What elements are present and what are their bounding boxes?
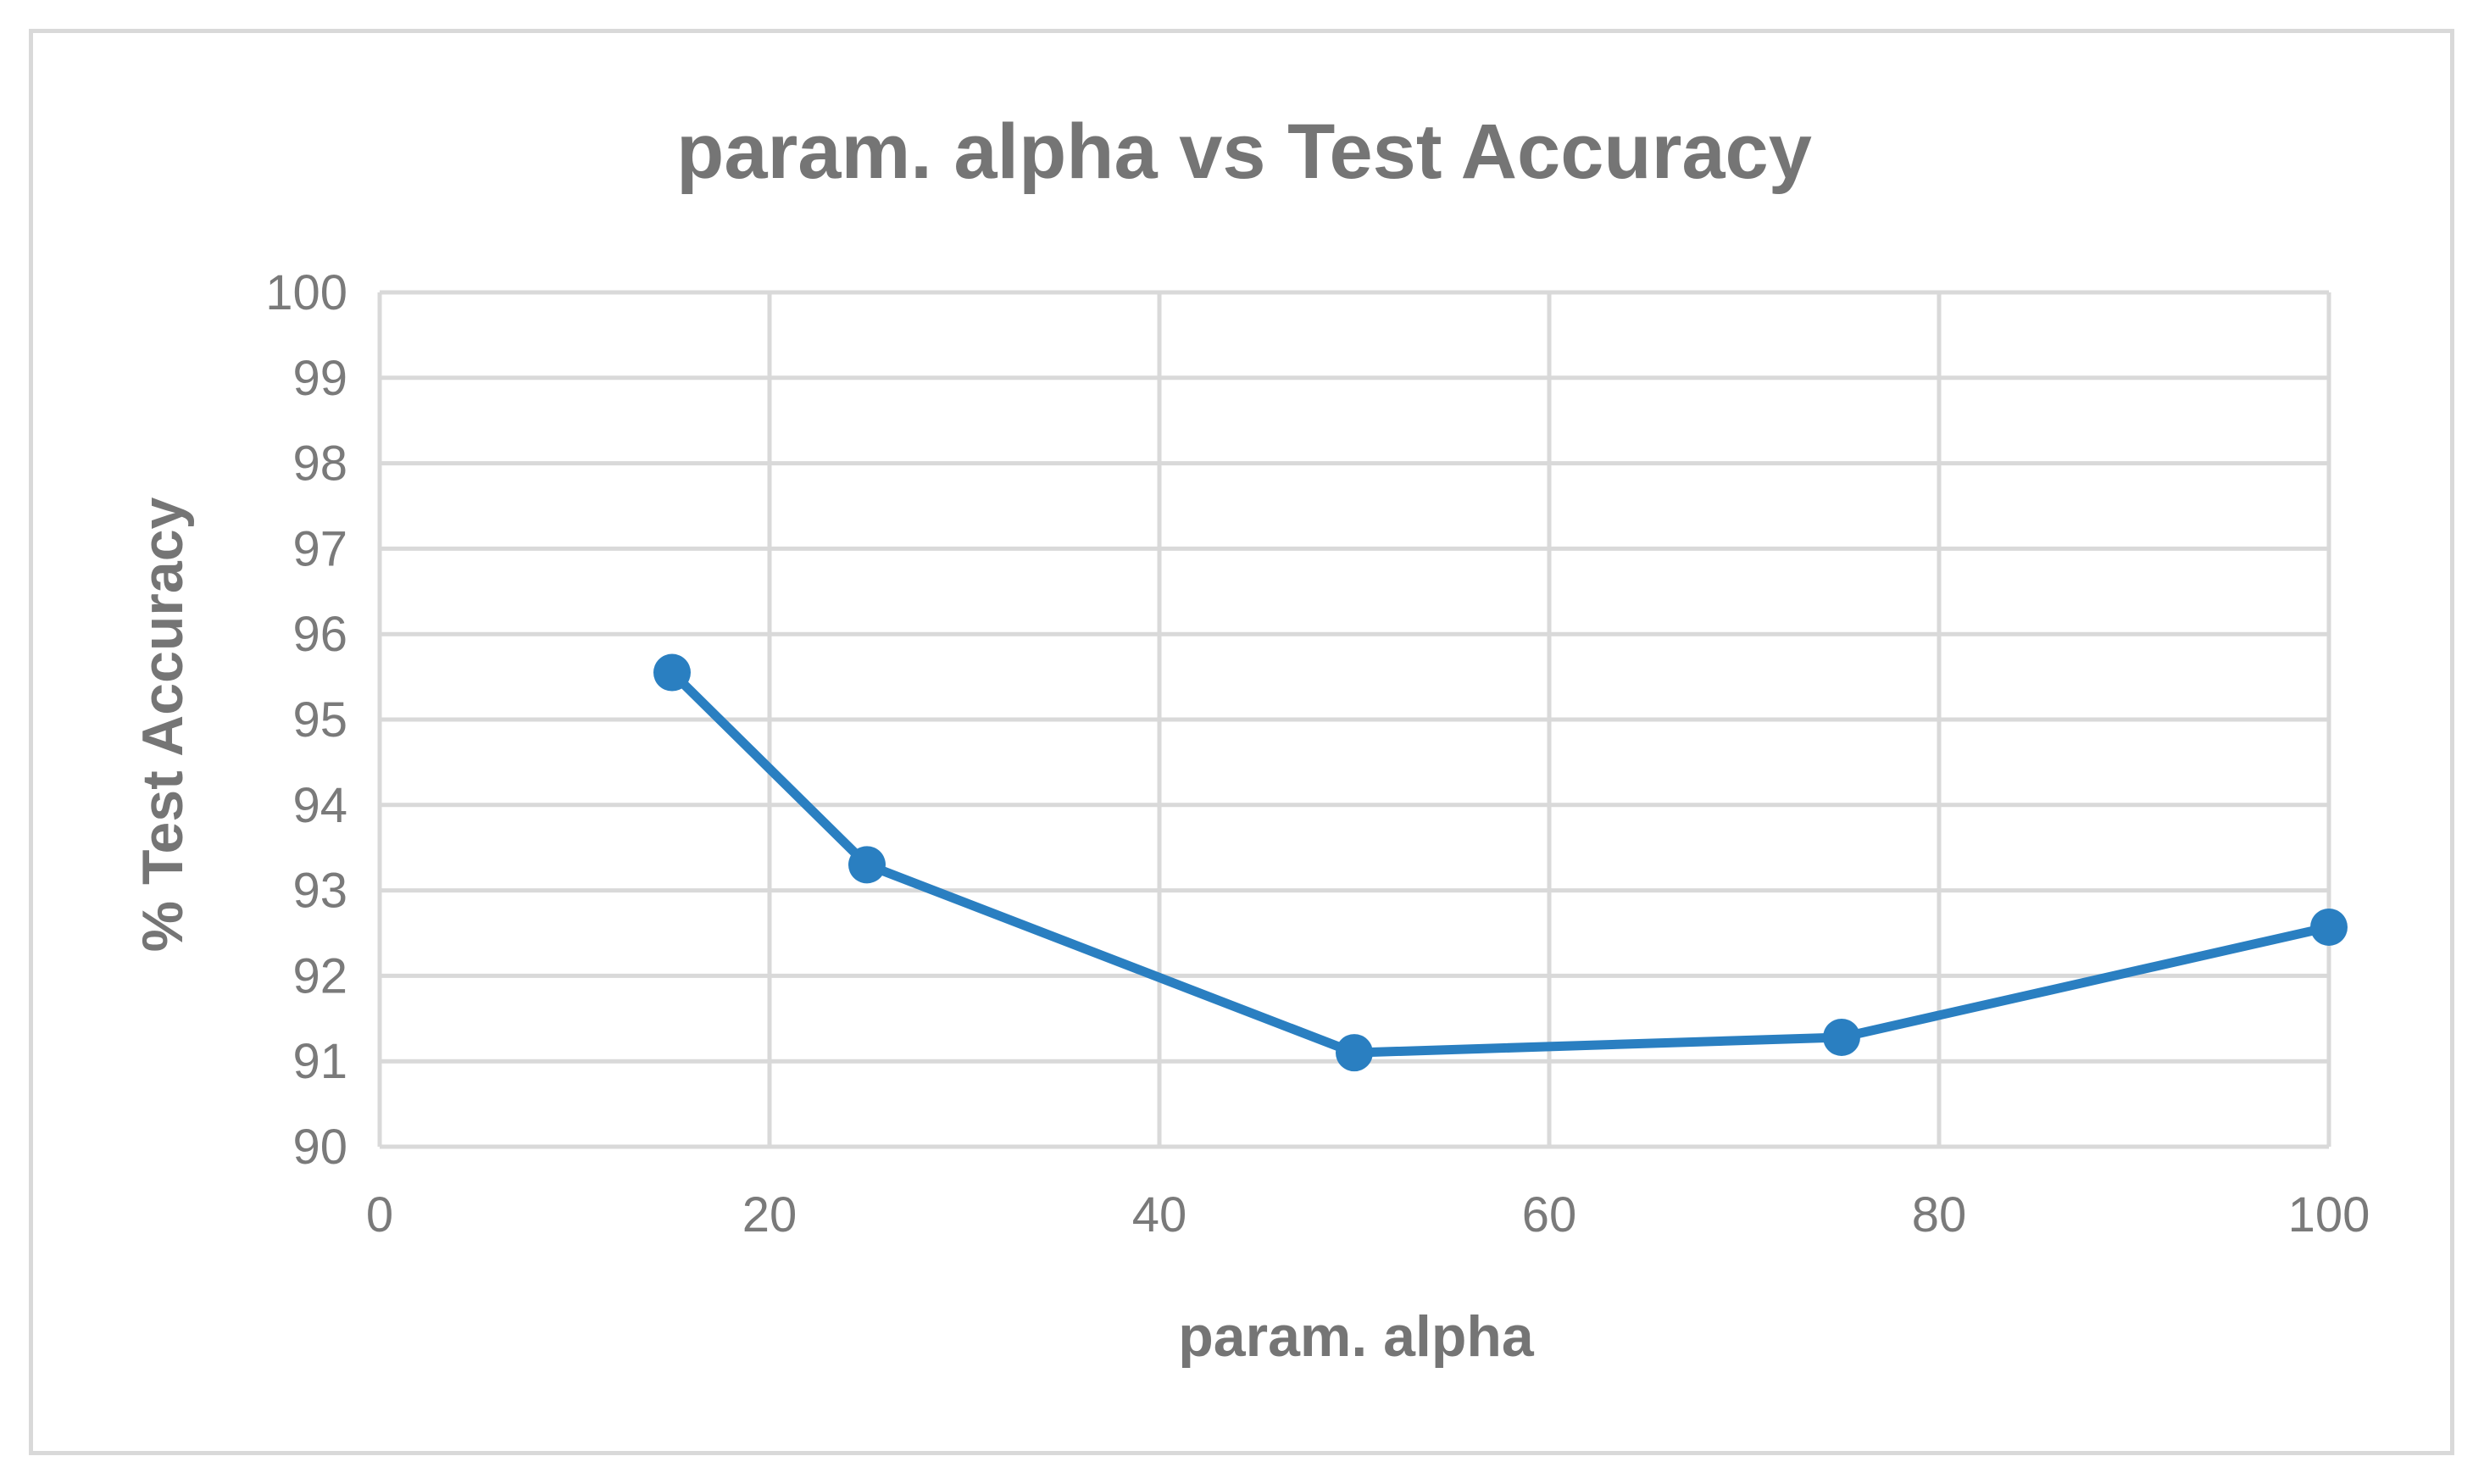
tick-labels: 90 91 92 93 94 95 96 97 98 99 100 0 20 40 60 80 100 [265,265,2370,1242]
data-point-marker [848,846,886,884]
x-tick-label: 100 [2288,1187,2370,1242]
y-tick-label: 95 [292,692,347,748]
y-tick-label: 96 [292,607,347,662]
x-tick-label: 0 [366,1187,393,1242]
y-tick-label: 98 [292,436,347,492]
y-axis-title: % Test Accuracy [131,497,195,952]
grid [377,290,2331,1149]
data-point-marker [1336,1034,1373,1072]
data-point-marker [2310,908,2348,946]
series-line [667,668,2334,1058]
x-tick-label: 20 [742,1187,797,1242]
y-tick-label: 100 [265,265,347,320]
data-point-marker [1823,1018,1860,1056]
y-tick-label: 92 [292,948,347,1003]
y-tick-label: 99 [292,351,347,406]
y-tick-label: 97 [292,521,347,576]
y-tick-label: 90 [292,1120,347,1175]
data-point-marker [653,653,691,692]
x-tick-label: 60 [1522,1187,1577,1242]
chart-title: param. alpha vs Test Accuracy [676,108,1812,195]
y-tick-label: 94 [292,778,347,833]
x-tick-label: 40 [1132,1187,1187,1242]
y-tick-label: 91 [292,1034,347,1089]
series [653,653,2348,1072]
y-tick-label: 93 [292,864,347,919]
x-axis-title: param. alpha [1178,1304,1535,1369]
chart-frame [29,29,2454,1455]
x-tick-label: 80 [1912,1187,1967,1242]
